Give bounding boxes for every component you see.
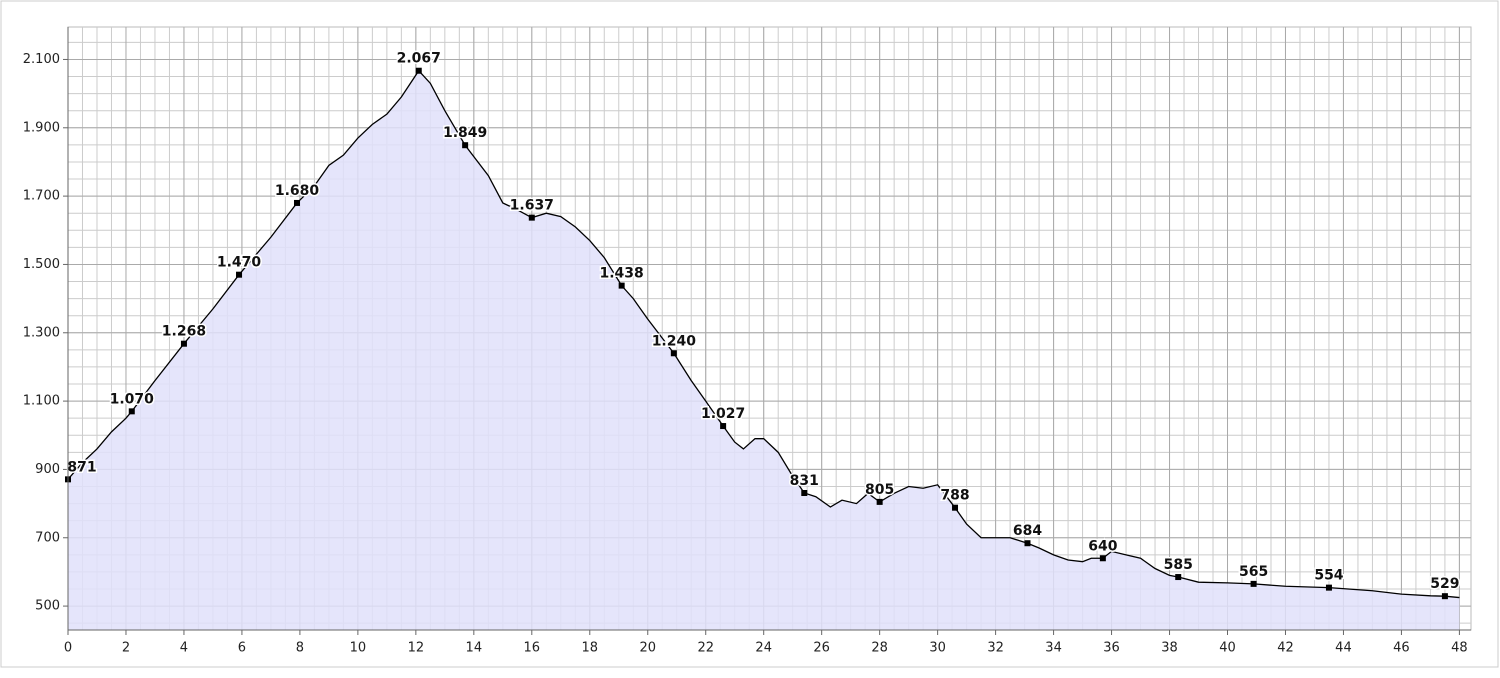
marker (876, 498, 883, 505)
value-label: 1.470 (217, 255, 262, 271)
x-tick-label: 16 (524, 641, 541, 656)
x-tick-label: 30 (929, 641, 946, 656)
y-tick-label: 500 (35, 599, 60, 614)
y-tick-label: 2.100 (23, 52, 60, 67)
y-tick-label: 1.700 (23, 189, 60, 204)
y-tick-label: 700 (35, 530, 60, 545)
marker (1325, 584, 1332, 591)
marker (670, 350, 677, 357)
y-tick-label: 1.500 (23, 257, 60, 272)
x-tick-label: 8 (296, 641, 304, 656)
x-tick-label: 20 (639, 641, 656, 656)
marker (128, 408, 135, 415)
value-label: 871 (67, 459, 96, 475)
marker (294, 199, 301, 206)
value-label: 1.240 (652, 333, 697, 349)
value-label: 640 (1088, 538, 1117, 554)
marker (618, 282, 625, 289)
x-tick-label: 36 (1103, 641, 1120, 656)
y-tick-label: 1.300 (23, 325, 60, 340)
y-tick-label: 1.900 (23, 120, 60, 135)
x-tick-label: 48 (1451, 641, 1468, 656)
x-tick-label: 10 (350, 641, 367, 656)
marker (1250, 580, 1257, 587)
value-label: 805 (865, 482, 894, 498)
value-label: 1.637 (510, 198, 554, 214)
marker (1175, 574, 1182, 581)
x-tick-label: 44 (1335, 641, 1352, 656)
marker (415, 67, 422, 74)
marker (1441, 593, 1448, 600)
x-tick-label: 4 (180, 641, 188, 656)
marker (801, 490, 808, 497)
value-label: 1.070 (110, 391, 155, 407)
x-tick-label: 22 (697, 641, 714, 656)
value-label: 2.067 (397, 51, 441, 67)
x-tick-label: 12 (408, 641, 425, 656)
value-label: 684 (1013, 523, 1042, 539)
x-tick-label: 32 (987, 641, 1004, 656)
x-tick-label: 0 (64, 641, 72, 656)
marker (952, 504, 959, 511)
profile-line (67, 69, 1460, 599)
value-label: 1.027 (701, 406, 745, 422)
value-label: 529 (1430, 576, 1459, 592)
marker (720, 423, 727, 430)
area-fill (68, 70, 1460, 631)
marker (1024, 540, 1031, 547)
x-tick-label: 40 (1219, 641, 1236, 656)
marker (1099, 555, 1106, 562)
value-label: 585 (1164, 557, 1193, 573)
y-tick-label: 900 (35, 462, 60, 477)
x-tick-label: 28 (871, 641, 888, 656)
x-tick-label: 38 (1161, 641, 1178, 656)
value-label: 554 (1314, 568, 1343, 584)
value-label: 1.268 (162, 324, 206, 340)
value-label: 1.438 (600, 266, 644, 282)
x-tick-label: 24 (755, 641, 772, 656)
x-tick-label: 34 (1045, 641, 1062, 656)
value-label: 831 (790, 473, 819, 489)
marker (462, 142, 469, 149)
marker (236, 271, 243, 278)
marker (528, 214, 535, 221)
value-label: 1.849 (443, 125, 487, 141)
x-tick-label: 2 (122, 641, 130, 656)
value-label: 788 (940, 488, 969, 504)
value-label: 565 (1239, 564, 1268, 580)
marker (180, 340, 187, 347)
x-tick-label: 6 (238, 641, 246, 656)
y-tick-label: 1.100 (23, 394, 60, 409)
x-tick-label: 26 (813, 641, 830, 656)
x-tick-label: 46 (1393, 641, 1410, 656)
x-tick-label: 18 (582, 641, 599, 656)
value-label: 1.680 (275, 183, 320, 199)
x-tick-label: 14 (466, 641, 483, 656)
x-tick-label: 42 (1277, 641, 1294, 656)
